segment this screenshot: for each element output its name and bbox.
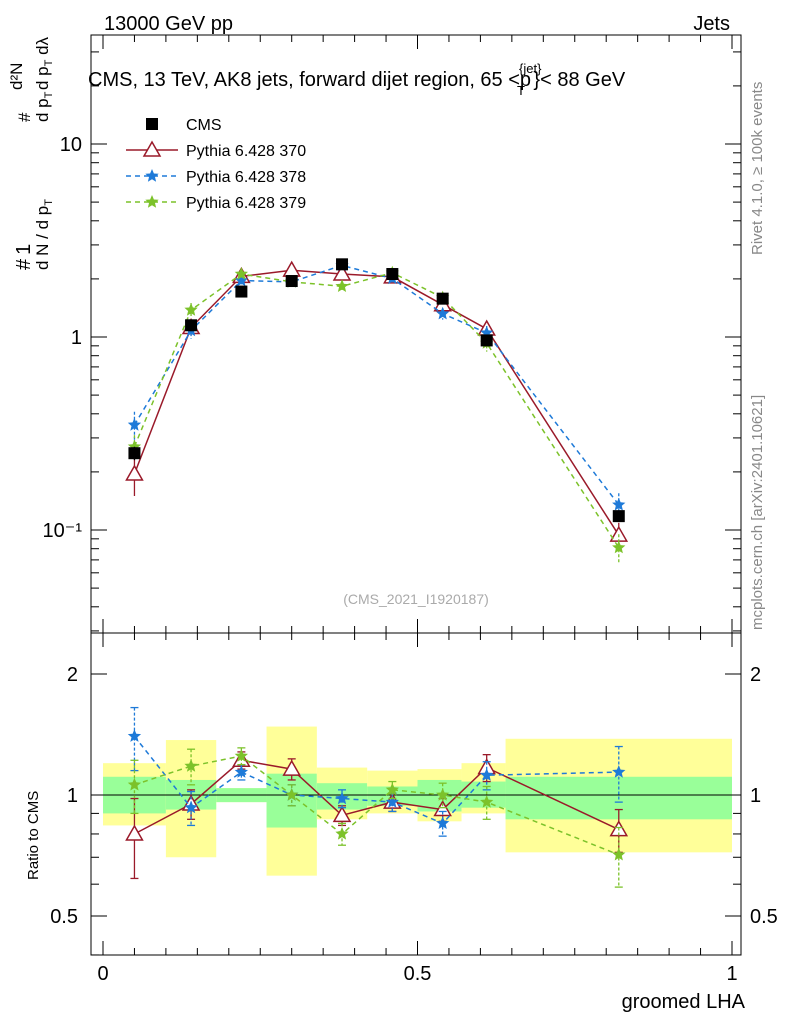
ratio-point-p379 bbox=[184, 759, 198, 772]
series-line-p370 bbox=[133, 269, 620, 536]
ratio-y-tick-label: 0.5 bbox=[50, 906, 78, 928]
y-axis-label-main-text-5: d²N bbox=[7, 63, 26, 90]
ratio-point-p379 bbox=[127, 777, 142, 791]
point-p370 bbox=[125, 464, 144, 481]
point-p378 bbox=[234, 273, 248, 287]
y-tick-label-main: 10⁻¹ bbox=[43, 520, 83, 542]
point-p370 bbox=[609, 525, 629, 542]
point-p379 bbox=[234, 267, 248, 280]
chart-title: CMS, 13 TeV, AK8 jets, forward dijet reg… bbox=[88, 61, 626, 98]
series-p379 bbox=[127, 265, 626, 564]
ratio-point-p379 bbox=[385, 782, 399, 796]
ratio-point-p370 bbox=[125, 824, 144, 841]
legend-label-p379: Pythia 6.428 379 bbox=[186, 195, 306, 212]
y-axis-label-main-text-3: # bbox=[15, 112, 34, 122]
point-p378 bbox=[127, 418, 142, 431]
ratio-point-p379 bbox=[335, 827, 349, 840]
y-axis-label-main: #1 d N / d pT # d pT d²N d pT dλ bbox=[7, 36, 55, 270]
point-cms bbox=[386, 268, 399, 281]
legend-marker-cms bbox=[146, 118, 158, 130]
x-tick-label: 0.5 bbox=[404, 963, 432, 985]
ratio-series-p379 bbox=[127, 747, 626, 888]
point-cms bbox=[336, 258, 349, 271]
ratio-point-p378 bbox=[127, 729, 142, 742]
series-line-p378 bbox=[133, 264, 620, 506]
ratio-point-p370 bbox=[282, 759, 301, 776]
point-p379 bbox=[335, 279, 349, 292]
y-axis-label-main-text-4: d pT bbox=[33, 91, 55, 122]
y-axis-label-main-text-2: d N / d pT bbox=[33, 199, 55, 270]
y-tick-label-main: 1 bbox=[71, 327, 82, 349]
header-right: Jets bbox=[693, 13, 730, 35]
ratio-point-p378 bbox=[385, 795, 399, 808]
ratio-y-tick-label: 2 bbox=[67, 664, 78, 686]
y-axis-label-main-text: #1 bbox=[13, 244, 35, 270]
ratio-point-p379 bbox=[612, 847, 626, 861]
series-ratio bbox=[125, 706, 629, 888]
point-cms bbox=[436, 292, 449, 305]
point-cms bbox=[285, 275, 298, 288]
ratio-point-p379 bbox=[234, 749, 248, 762]
ratio-point-p378 bbox=[612, 765, 626, 778]
analysis-id: (CMS_2021_I1920187) bbox=[343, 591, 489, 607]
ratio-point-p379 bbox=[480, 795, 494, 808]
ratio-point-p379 bbox=[436, 788, 450, 801]
ratio-y-tick-label-right: 0.5 bbox=[750, 906, 778, 928]
ratio-point-p378 bbox=[234, 765, 248, 778]
chart-title-main: CMS, 13 TeV, AK8 jets, forward dijet reg… bbox=[88, 61, 626, 98]
ratio-point-p370 bbox=[332, 805, 352, 823]
point-cms bbox=[480, 334, 493, 347]
rivet-label: Rivet 4.1.0, ≥ 100k events bbox=[749, 82, 766, 255]
ratio-point-p378 bbox=[436, 816, 450, 829]
plot-frames: 0 0.5 1 10⁻¹ 1 10 0.5 0.5 1 1 2 2 bbox=[43, 34, 778, 985]
series-p378 bbox=[127, 258, 626, 519]
point-cms bbox=[612, 510, 625, 523]
series-p370 bbox=[125, 260, 629, 550]
y-axis-label-main-text-6: d pT dλ bbox=[33, 36, 55, 90]
y-axis-label-ratio: Ratio to CMS bbox=[25, 791, 42, 880]
mcplots-label: mcplots.cern.ch [arXiv:2401.10621] bbox=[749, 395, 766, 630]
ratio-y-tick-label: 1 bbox=[67, 785, 78, 807]
point-p379 bbox=[184, 303, 198, 316]
point-p378 bbox=[612, 497, 626, 511]
series-cms bbox=[128, 258, 625, 523]
ratio-point-p378 bbox=[480, 768, 494, 781]
point-cms bbox=[185, 319, 198, 332]
legend-label-cms: CMS bbox=[186, 117, 222, 134]
legend-label-p370: Pythia 6.428 370 bbox=[186, 143, 306, 160]
uncertainty-bands bbox=[103, 726, 732, 876]
x-tick-label: 0 bbox=[97, 963, 108, 985]
x-tick-label: 1 bbox=[726, 963, 737, 985]
legend-marker-p378 bbox=[145, 169, 159, 182]
point-p379 bbox=[612, 540, 626, 554]
series-line-p379 bbox=[133, 272, 620, 549]
ratio-frame bbox=[90, 632, 742, 956]
legend: CMS Pythia 6.428 370 Pythia 6.428 378 Pythi… bbox=[126, 117, 306, 212]
legend-marker-p370 bbox=[142, 140, 162, 157]
ratio-line-p378 bbox=[133, 735, 619, 825]
legend-label-p378: Pythia 6.428 378 bbox=[186, 169, 306, 186]
ratio-y-tick-label-right: 1 bbox=[750, 785, 761, 807]
point-cms bbox=[235, 285, 248, 298]
ratio-point-p378 bbox=[335, 791, 349, 805]
x-axis-label: groomed LHA bbox=[622, 991, 746, 1013]
point-cms bbox=[128, 447, 141, 460]
ratio-point-p378 bbox=[184, 800, 198, 814]
ratio-y-tick-label-right: 2 bbox=[750, 664, 761, 686]
header-left: 13000 GeV pp bbox=[104, 13, 233, 35]
legend-marker-p379 bbox=[145, 195, 159, 208]
series-main bbox=[125, 258, 629, 564]
point-p370 bbox=[282, 260, 301, 277]
point-p378 bbox=[436, 306, 450, 320]
ratio-point-p379 bbox=[285, 788, 299, 801]
y-tick-label-main: 10 bbox=[60, 134, 82, 156]
